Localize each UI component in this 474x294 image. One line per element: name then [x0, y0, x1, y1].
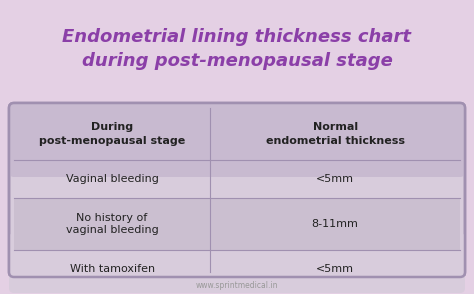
Text: Endometrial lining thickness chart
during post-menopausal stage: Endometrial lining thickness chart durin… [63, 28, 411, 70]
Bar [14, 156, 460, 172]
FancyBboxPatch shape [9, 103, 465, 277]
Text: www.sprintmedical.in: www.sprintmedical.in [196, 280, 278, 290]
Bar [14, 246, 460, 262]
Text: With tamoxifen: With tamoxifen [70, 264, 155, 274]
Text: Vaginal bleeding: Vaginal bleeding [66, 174, 159, 184]
Text: <5mm: <5mm [316, 174, 354, 184]
Bar [14, 198, 460, 250]
FancyBboxPatch shape [9, 103, 465, 177]
FancyBboxPatch shape [9, 233, 465, 293]
Text: No history of
vaginal bleeding: No history of vaginal bleeding [66, 213, 158, 235]
Text: Normal
endometrial thickness: Normal endometrial thickness [265, 122, 405, 146]
Text: During
post-menopausal stage: During post-menopausal stage [39, 122, 185, 146]
Text: 8-11mm: 8-11mm [312, 219, 358, 229]
Text: <5mm: <5mm [316, 264, 354, 274]
